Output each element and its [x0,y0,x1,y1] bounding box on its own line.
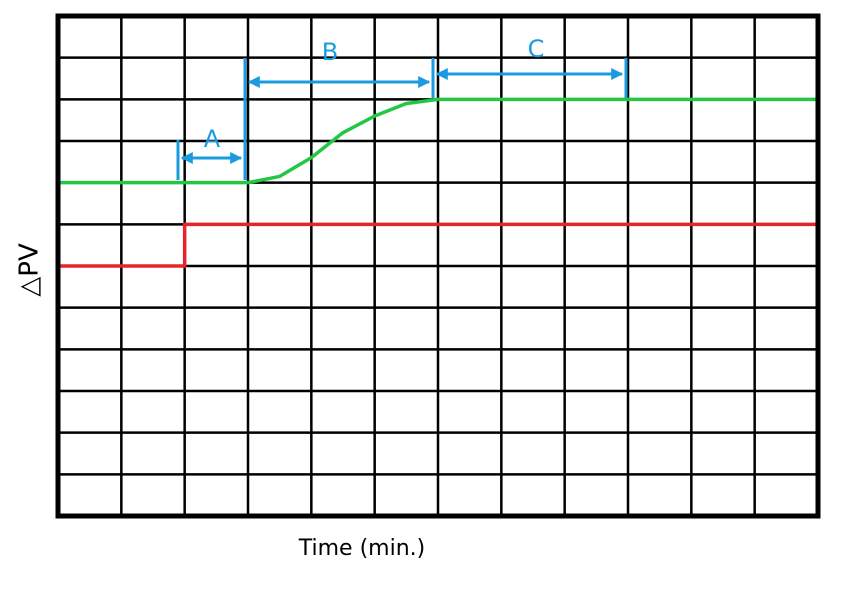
annotation: C [528,35,545,63]
lines [58,97,818,268]
series-line [58,97,818,185]
series-line [58,222,818,268]
x-axis-label: Time (min.) [298,536,425,561]
annotation: A [204,125,221,153]
annotations: A B C [176,35,628,180]
plot-frame [55,13,821,519]
y-axis-label: △PV [15,243,45,297]
annotation: B [322,38,338,66]
